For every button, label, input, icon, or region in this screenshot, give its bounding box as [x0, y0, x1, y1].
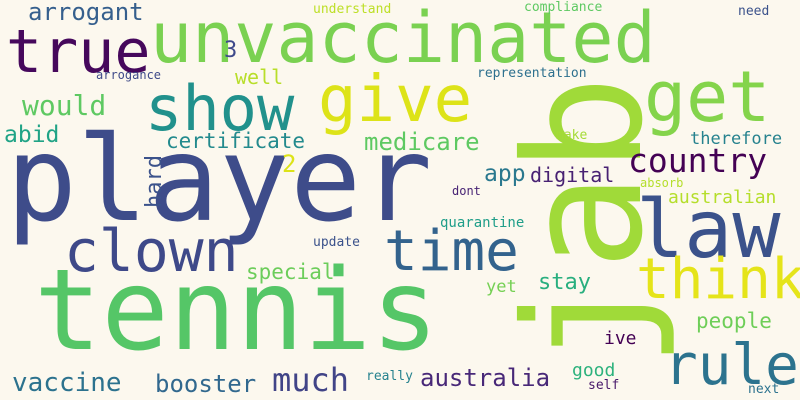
word-law: law [636, 183, 781, 276]
word-next: next [748, 382, 780, 397]
word-compliance: compliance [524, 0, 603, 15]
word-make: make [556, 128, 588, 143]
word-hard: hard [142, 155, 167, 208]
word-need: need [738, 4, 770, 19]
word-much: much [272, 361, 350, 399]
word-certificate: certificate [166, 129, 306, 153]
word-abid: abid [4, 122, 60, 148]
word-clown: clown [64, 217, 239, 285]
word-2: 2 [282, 150, 297, 178]
word-would: would [22, 89, 107, 122]
word-give: give [318, 63, 473, 137]
word-well: well [235, 65, 284, 89]
word-app: app [484, 161, 526, 187]
word-country: country [628, 141, 768, 180]
word-good: good [572, 360, 616, 381]
word-rule: rule [664, 333, 799, 398]
word-yet: yet [486, 277, 517, 297]
word-player: player [6, 110, 433, 248]
word-medicare: medicare [364, 128, 480, 156]
word-therefore: therefore [690, 129, 783, 149]
word-unvaccinated: unvaccinated [150, 0, 656, 79]
word-understand: understand [313, 2, 392, 17]
word-people: people [696, 309, 772, 333]
word-booster: booster [155, 370, 257, 398]
word-tennis: tennis [34, 246, 439, 376]
word-self: self [588, 378, 620, 393]
word-absorb: absorb [640, 176, 684, 190]
word-true: true [6, 17, 151, 87]
word-digital: digital [530, 163, 615, 187]
word-time: time [384, 219, 519, 284]
word-3: 3 [224, 38, 238, 63]
word-australia: australia [420, 364, 551, 392]
word-arrogance: arrogance [96, 68, 162, 82]
word-really: really [366, 369, 413, 384]
word-update: update [313, 235, 360, 250]
word-arrogant: arrogant [28, 0, 144, 26]
word-stay: stay [538, 270, 591, 295]
word-representation: representation [477, 66, 587, 81]
word-special: special [246, 260, 335, 284]
word-think: think [636, 247, 800, 312]
word-ive: ive [604, 328, 637, 349]
word-show: show [145, 72, 295, 145]
word-australian: australian [668, 187, 777, 208]
word-quarantine: quarantine [440, 215, 525, 231]
word-vaccine: vaccine [12, 368, 122, 398]
word-dont: dont [452, 184, 481, 198]
word-get: get [644, 56, 771, 138]
